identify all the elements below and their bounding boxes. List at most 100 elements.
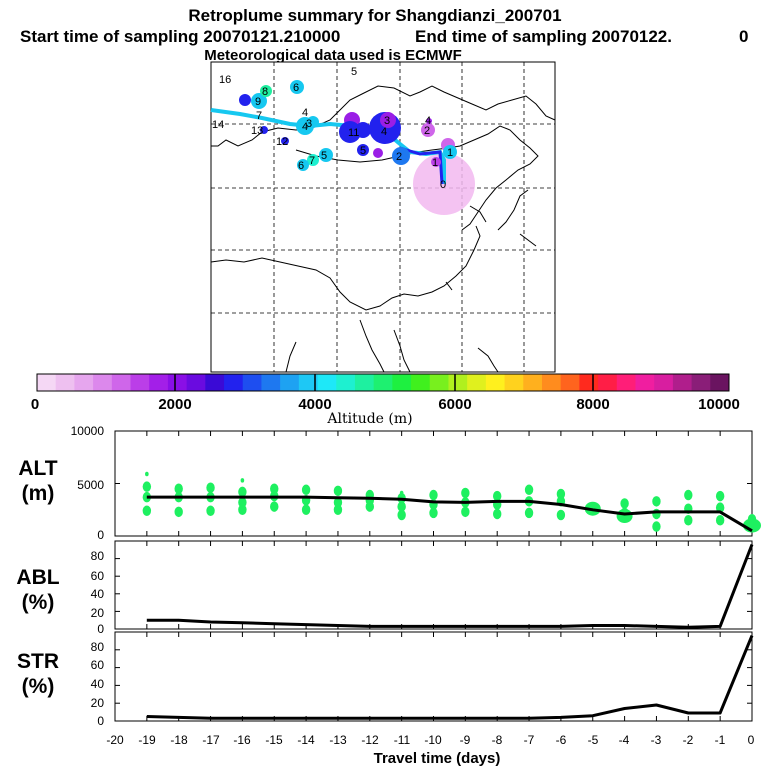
alt-ytick-10000: 10000	[71, 424, 105, 438]
colorbar-swatch	[242, 374, 262, 391]
map-label: 14	[212, 119, 224, 131]
colorbar-tick-4000: 4000	[298, 396, 331, 413]
xtick-label: -5	[588, 733, 599, 747]
spread-marker	[493, 508, 502, 520]
str-panel-unit: (%)	[22, 675, 55, 698]
spread-marker	[238, 486, 247, 498]
colorbar-swatch	[130, 374, 150, 391]
cluster-circle	[357, 144, 369, 156]
xtick-label: 0	[748, 733, 755, 747]
xtick-label: -15	[265, 733, 283, 747]
colorbar-swatch	[429, 374, 449, 391]
spread-marker	[524, 507, 534, 519]
str-ytick-60: 60	[91, 658, 105, 672]
cluster-circle	[392, 147, 410, 165]
cluster-circle	[373, 148, 383, 158]
abl-ytick-80: 80	[91, 549, 105, 563]
xtick-label: -10	[424, 733, 442, 747]
alt-panel	[114, 430, 761, 537]
map-coastlines	[210, 85, 556, 373]
map-label: 3	[306, 118, 312, 130]
xtick-label: -7	[524, 733, 535, 747]
spread-marker	[397, 501, 406, 512]
xtick-label: -3	[651, 733, 662, 747]
map-label: 11	[348, 127, 359, 139]
altitude-colorbar	[36, 373, 730, 392]
xtick-label: -9	[460, 733, 471, 747]
colorbar-swatch	[616, 374, 636, 391]
title-line-1: Retroplume summary for Shangdianzi_20070…	[188, 6, 561, 25]
spread-marker	[240, 478, 245, 483]
spread-marker	[333, 497, 343, 508]
colorbar-tick-2000: 2000	[158, 396, 191, 413]
abl-ytick-20: 20	[91, 606, 105, 620]
colorbar-swatch	[205, 374, 225, 391]
spread-marker	[145, 471, 149, 477]
abl-y-tick-labels: 80 60 40 20 0	[91, 549, 105, 636]
colorbar-swatch	[467, 374, 487, 391]
abl-panel	[114, 540, 754, 630]
str-y-tick-labels: 80 60 40 20 0	[91, 640, 105, 728]
abl-panel-label: ABL	[16, 566, 59, 589]
xtick-label: -12	[361, 733, 379, 747]
str-panel-label: STR	[17, 650, 59, 673]
spread-marker	[429, 507, 438, 519]
map-label: 9	[255, 96, 261, 108]
map-label: 2	[396, 151, 402, 163]
map-label: 6	[298, 160, 304, 172]
map-label: 5	[321, 150, 327, 162]
spread-marker	[270, 501, 279, 512]
colorbar-tick-labels: 0 2000 4000 6000 8000 10000 Altitude (m)	[31, 396, 740, 427]
colorbar-swatch	[635, 374, 655, 391]
spread-marker	[652, 508, 661, 520]
spread-marker	[461, 487, 470, 499]
map-label: 5	[360, 145, 366, 157]
alt-series-line	[146, 495, 753, 533]
xtick-label: -11	[394, 733, 411, 747]
colorbar-swatch	[317, 374, 337, 391]
colorbar-swatch	[55, 374, 75, 391]
map-label: 12	[276, 136, 288, 148]
alt-ytick-5000: 5000	[77, 478, 104, 492]
alt-ytick-0: 0	[97, 528, 104, 542]
cluster-circle	[319, 148, 333, 162]
colorbar-swatch	[111, 374, 132, 391]
abl-ytick-40: 40	[91, 587, 105, 601]
xtick-label: -16	[233, 733, 251, 747]
colorbar-swatch	[448, 374, 468, 391]
xtick-label: -13	[329, 733, 347, 747]
plume-trajectory-core	[399, 146, 444, 185]
spread-marker	[206, 482, 215, 493]
spread-marker	[142, 505, 152, 517]
map-label: 6	[293, 82, 299, 94]
alt-panel-label: ALT	[18, 457, 57, 480]
cluster-circle	[426, 118, 432, 124]
map-label: 1	[447, 147, 453, 159]
colorbar-tick-10000: 10000	[698, 396, 740, 413]
cluster-circle	[307, 154, 319, 166]
spread-marker	[556, 488, 566, 500]
cluster-circle	[443, 145, 457, 159]
colorbar-swatch	[672, 374, 693, 391]
map-label: 8	[262, 86, 268, 98]
colorbar-swatch	[523, 374, 543, 391]
map-panel: 16 8 9 6 5 7 14 13 4 12 4 3 5 11 6 7 5 3…	[210, 61, 556, 373]
spread-marker	[397, 509, 406, 521]
spread-marker	[270, 483, 279, 494]
time-series-panels	[114, 430, 761, 722]
xtick-label: -19	[138, 733, 156, 747]
map-frame	[210, 61, 556, 373]
spread-marker	[174, 506, 183, 518]
colorbar-swatch	[710, 374, 730, 391]
spread-marker	[429, 489, 438, 501]
alt-y-tick-labels: 10000 5000 0	[71, 424, 105, 542]
panel-frame	[114, 631, 753, 722]
cluster-circle	[307, 116, 319, 128]
map-label: 7	[309, 155, 315, 167]
spread-marker	[652, 496, 661, 507]
spread-marker	[174, 483, 183, 494]
spread-marker	[652, 521, 661, 532]
map-label: 2	[424, 125, 430, 137]
spread-marker	[461, 506, 470, 518]
map-label: 4	[381, 126, 387, 138]
